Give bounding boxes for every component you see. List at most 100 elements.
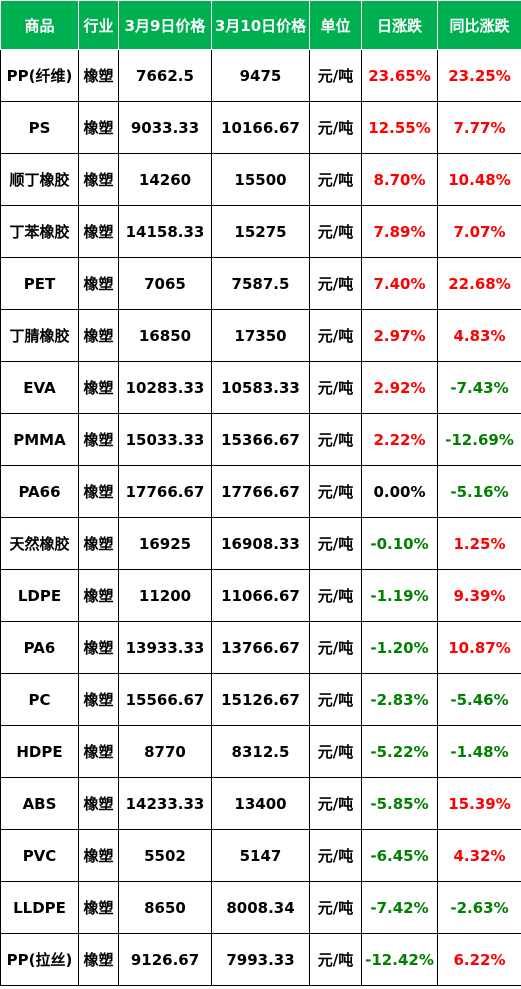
- cell-industry: 橡塑: [78, 881, 119, 934]
- cell-product: PS: [0, 101, 79, 154]
- cell-daily-change: 8.70%: [361, 153, 438, 206]
- cell-price-mar10: 10166.67: [211, 101, 310, 154]
- cell-price-mar9: 14233.33: [118, 777, 212, 830]
- cell-unit: 元/吨: [309, 621, 362, 674]
- cell-price-mar9: 8770: [118, 725, 212, 778]
- header-price-mar9: 3月9日价格: [118, 0, 212, 50]
- cell-yoy-change: -7.43%: [437, 361, 521, 414]
- cell-product: ABS: [0, 777, 79, 830]
- cell-price-mar10: 7993.33: [211, 933, 310, 986]
- header-unit: 单位: [309, 0, 362, 50]
- table-row: EVA 橡塑 10283.33 10583.33 元/吨 2.92% -7.43%: [0, 361, 521, 414]
- table-row: LLDPE 橡塑 8650 8008.34 元/吨 -7.42% -2.63%: [0, 881, 521, 934]
- cell-product: PP(纤维): [0, 49, 79, 102]
- cell-price-mar9: 14260: [118, 153, 212, 206]
- cell-price-mar9: 11200: [118, 569, 212, 622]
- table-header: 商品 行业 3月9日价格 3月10日价格 单位 日涨跌 同比涨跌: [0, 0, 521, 50]
- cell-yoy-change: 4.32%: [437, 829, 521, 882]
- cell-daily-change: -5.85%: [361, 777, 438, 830]
- cell-price-mar9: 10283.33: [118, 361, 212, 414]
- cell-industry: 橡塑: [78, 101, 119, 154]
- cell-unit: 元/吨: [309, 829, 362, 882]
- cell-daily-change: 7.40%: [361, 257, 438, 310]
- cell-daily-change: -12.42%: [361, 933, 438, 986]
- cell-price-mar10: 10583.33: [211, 361, 310, 414]
- header-row: 商品 行业 3月9日价格 3月10日价格 单位 日涨跌 同比涨跌: [0, 0, 521, 50]
- cell-yoy-change: -12.69%: [437, 413, 521, 466]
- cell-yoy-change: -2.63%: [437, 881, 521, 934]
- table-row: ABS 橡塑 14233.33 13400 元/吨 -5.85% 15.39%: [0, 777, 521, 830]
- cell-unit: 元/吨: [309, 725, 362, 778]
- cell-price-mar10: 13766.67: [211, 621, 310, 674]
- table-row: HDPE 橡塑 8770 8312.5 元/吨 -5.22% -1.48%: [0, 725, 521, 778]
- cell-price-mar10: 17350: [211, 309, 310, 362]
- cell-product: 丁苯橡胶: [0, 205, 79, 258]
- cell-price-mar9: 17766.67: [118, 465, 212, 518]
- cell-product: LLDPE: [0, 881, 79, 934]
- cell-price-mar10: 11066.67: [211, 569, 310, 622]
- cell-industry: 橡塑: [78, 777, 119, 830]
- cell-price-mar10: 16908.33: [211, 517, 310, 570]
- cell-daily-change: -5.22%: [361, 725, 438, 778]
- table-row: PVC 橡塑 5502 5147 元/吨 -6.45% 4.32%: [0, 829, 521, 882]
- cell-unit: 元/吨: [309, 881, 362, 934]
- cell-unit: 元/吨: [309, 673, 362, 726]
- cell-daily-change: 23.65%: [361, 49, 438, 102]
- cell-daily-change: 2.22%: [361, 413, 438, 466]
- cell-industry: 橡塑: [78, 309, 119, 362]
- cell-daily-change: -1.20%: [361, 621, 438, 674]
- table-row: 顺丁橡胶 橡塑 14260 15500 元/吨 8.70% 10.48%: [0, 153, 521, 206]
- cell-unit: 元/吨: [309, 517, 362, 570]
- cell-yoy-change: 10.87%: [437, 621, 521, 674]
- cell-unit: 元/吨: [309, 413, 362, 466]
- cell-price-mar9: 9033.33: [118, 101, 212, 154]
- cell-product: 丁腈橡胶: [0, 309, 79, 362]
- cell-product: PET: [0, 257, 79, 310]
- cell-unit: 元/吨: [309, 49, 362, 102]
- cell-industry: 橡塑: [78, 153, 119, 206]
- cell-product: PVC: [0, 829, 79, 882]
- cell-industry: 橡塑: [78, 569, 119, 622]
- cell-unit: 元/吨: [309, 101, 362, 154]
- cell-price-mar10: 15275: [211, 205, 310, 258]
- cell-daily-change: 7.89%: [361, 205, 438, 258]
- cell-price-mar10: 8312.5: [211, 725, 310, 778]
- table-row: PA66 橡塑 17766.67 17766.67 元/吨 0.00% -5.16%: [0, 465, 521, 518]
- cell-product: PC: [0, 673, 79, 726]
- header-yoy-change: 同比涨跌: [437, 0, 521, 50]
- cell-yoy-change: 22.68%: [437, 257, 521, 310]
- cell-price-mar10: 13400: [211, 777, 310, 830]
- cell-yoy-change: -5.46%: [437, 673, 521, 726]
- cell-industry: 橡塑: [78, 829, 119, 882]
- cell-unit: 元/吨: [309, 569, 362, 622]
- cell-yoy-change: -1.48%: [437, 725, 521, 778]
- cell-daily-change: 0.00%: [361, 465, 438, 518]
- cell-price-mar9: 16925: [118, 517, 212, 570]
- cell-industry: 橡塑: [78, 413, 119, 466]
- cell-price-mar9: 7662.5: [118, 49, 212, 102]
- cell-yoy-change: 23.25%: [437, 49, 521, 102]
- cell-product: 顺丁橡胶: [0, 153, 79, 206]
- table-row: PP(拉丝) 橡塑 9126.67 7993.33 元/吨 -12.42% 6.22%: [0, 933, 521, 986]
- cell-price-mar9: 16850: [118, 309, 212, 362]
- cell-product: EVA: [0, 361, 79, 414]
- cell-price-mar10: 15366.67: [211, 413, 310, 466]
- cell-price-mar10: 9475: [211, 49, 310, 102]
- table-row: PP(纤维) 橡塑 7662.5 9475 元/吨 23.65% 23.25%: [0, 49, 521, 102]
- header-daily-change: 日涨跌: [361, 0, 438, 50]
- cell-daily-change: -2.83%: [361, 673, 438, 726]
- cell-unit: 元/吨: [309, 309, 362, 362]
- cell-daily-change: -1.19%: [361, 569, 438, 622]
- table-row: PA6 橡塑 13933.33 13766.67 元/吨 -1.20% 10.87%: [0, 621, 521, 674]
- cell-yoy-change: 7.07%: [437, 205, 521, 258]
- cell-industry: 橡塑: [78, 49, 119, 102]
- header-price-mar10: 3月10日价格: [211, 0, 310, 50]
- cell-daily-change: 2.97%: [361, 309, 438, 362]
- cell-industry: 橡塑: [78, 517, 119, 570]
- table-row: PET 橡塑 7065 7587.5 元/吨 7.40% 22.68%: [0, 257, 521, 310]
- cell-yoy-change: -5.16%: [437, 465, 521, 518]
- cell-price-mar9: 14158.33: [118, 205, 212, 258]
- cell-yoy-change: 1.25%: [437, 517, 521, 570]
- cell-unit: 元/吨: [309, 361, 362, 414]
- cell-industry: 橡塑: [78, 257, 119, 310]
